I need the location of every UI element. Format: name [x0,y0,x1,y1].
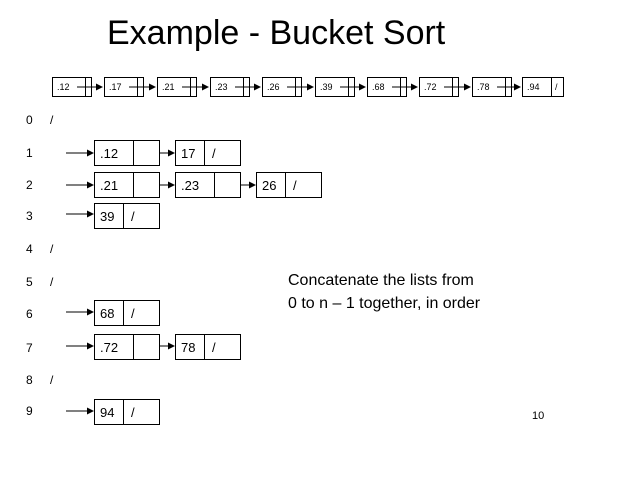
bucket-index-7: 7 [26,341,33,355]
empty-bucket-marker: / [50,373,54,387]
bucket-index-8: 8 [26,373,33,387]
node-value: 68 [100,306,115,321]
empty-bucket-marker: / [50,275,54,289]
input-value: .94 [527,82,540,92]
list-node: .21 [94,172,160,198]
list-node: 17 / [175,140,241,166]
bucket-index-5: 5 [26,275,33,289]
node-divider [133,173,134,197]
list-node: .12 [94,140,160,166]
input-value: .23 [215,82,228,92]
bucket-index-0: 0 [26,113,33,127]
node-terminator: / [212,340,216,355]
node-value: 17 [181,146,196,161]
bucket-index-9: 9 [26,404,33,418]
bucket-index-3: 3 [26,209,33,223]
node-value: 94 [100,405,115,420]
cell-divider [551,78,552,96]
bucket-index-1: 1 [26,146,33,160]
input-value: .39 [320,82,333,92]
input-value: .17 [109,82,122,92]
node-value: .21 [100,178,119,193]
input-value: .21 [162,82,175,92]
node-divider [214,173,215,197]
node-divider [123,301,124,325]
bucket-index-2: 2 [26,178,33,192]
slide-title: Example - Bucket Sort [107,14,446,52]
node-terminator: / [293,178,297,193]
input-terminator: / [555,82,558,92]
input-value: .72 [424,82,437,92]
node-value: 26 [262,178,277,193]
page-number: 10 [532,410,545,422]
node-divider [133,141,134,165]
node-divider [133,335,134,359]
node-value: 39 [100,209,115,224]
node-value: .12 [100,146,119,161]
list-node: 78 / [175,334,241,360]
list-node: 26 / [256,172,322,198]
list-node: 39 / [94,203,160,229]
node-terminator: / [212,146,216,161]
node-value: 78 [181,340,196,355]
node-divider [204,335,205,359]
node-terminator: / [131,306,135,321]
node-value: .72 [100,340,119,355]
input-value: .12 [57,82,70,92]
caption-line-2: 0 to n – 1 together, in order [288,295,481,312]
empty-bucket-marker: / [50,113,54,127]
list-node: .23 [175,172,241,198]
node-divider [123,204,124,228]
caption-line-1: Concatenate the lists from [288,272,474,289]
node-divider [123,400,124,424]
bucket-index-4: 4 [26,242,33,256]
input-value: .78 [477,82,490,92]
input-value: .68 [372,82,385,92]
node-terminator: / [131,405,135,420]
node-value: .23 [181,178,200,193]
node-terminator: / [131,209,135,224]
list-node: 68 / [94,300,160,326]
bucket-index-6: 6 [26,307,33,321]
list-node: .72 [94,334,160,360]
node-divider [204,141,205,165]
input-value: .26 [267,82,280,92]
list-node: 94 / [94,399,160,425]
empty-bucket-marker: / [50,242,54,256]
input-cell-9: .94 / [522,77,564,97]
node-divider [285,173,286,197]
